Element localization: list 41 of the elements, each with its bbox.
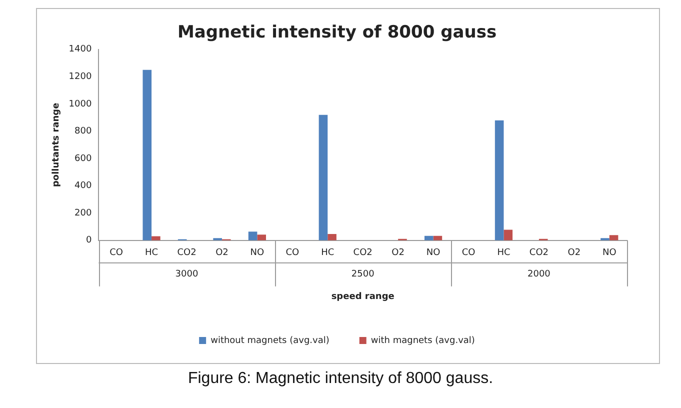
text: 3000 [175, 270, 198, 280]
x-tick-label: NO [602, 248, 616, 258]
x-axis-title: speed range [331, 292, 394, 302]
x-tick-label: CO2 [177, 248, 196, 258]
x-tick-label: CO [462, 248, 476, 258]
y-tick-label: 800 [74, 126, 92, 137]
y-tick-label: 0 [86, 236, 92, 246]
text: 2500 [351, 270, 375, 280]
y-tick-label: 1000 [68, 99, 92, 110]
bar [248, 232, 258, 240]
bar [494, 120, 504, 240]
y-tick-label: 1400 [68, 44, 92, 55]
bar [609, 235, 618, 240]
bar [318, 114, 328, 240]
y-tick-label: 200 [74, 208, 92, 218]
bar [257, 234, 266, 240]
x-tick-label: HC [321, 248, 334, 258]
legend-label: without magnets (avg.val) [210, 336, 330, 346]
bar [424, 236, 434, 240]
x-tick-label: CO [286, 248, 300, 258]
text: 2000 [528, 270, 551, 280]
y-tick-label: 600 [74, 154, 92, 164]
x-tick-label: CO2 [353, 248, 372, 258]
x-tick-label: O2 [392, 248, 404, 258]
bar [328, 234, 336, 240]
x-tick-label: CO [110, 248, 123, 258]
y-axis-title: pollutants range [52, 102, 62, 188]
bar [504, 230, 513, 240]
x-tick-label: NO [250, 248, 264, 258]
y-tick-label: 1200 [68, 72, 92, 82]
bar [142, 70, 152, 240]
chart-title: Magnetic intensity of 8000 gauss [177, 22, 497, 43]
x-tick-label: HC [145, 248, 158, 258]
caption: Figure 6: Magnetic intensity of 8000 gauss. [186, 370, 494, 388]
x-tick-label: NO [426, 248, 440, 258]
x-tick-label: HC [497, 248, 510, 258]
legend-label: with magnets (avg.val) [370, 336, 475, 346]
x-tick-label: CO2 [529, 248, 549, 258]
x-tick-label: O2 [568, 248, 581, 258]
x-tick-label: O2 [216, 248, 228, 258]
y-tick-label: 400 [74, 181, 92, 192]
